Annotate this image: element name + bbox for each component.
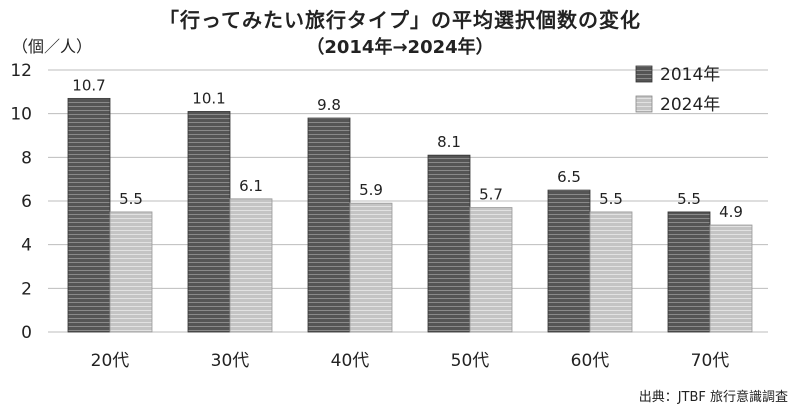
- bar: [109, 211, 153, 333]
- bar: [667, 211, 711, 333]
- x-tick-label: 70代: [691, 351, 730, 371]
- data-label: 6.5: [557, 168, 581, 186]
- y-axis: 0 2 4 6 8 10 12: [10, 61, 32, 343]
- legend-swatch-2014: [635, 65, 653, 83]
- legend-label-2024: 2024年: [660, 95, 720, 115]
- bar: [547, 189, 591, 333]
- legend: 2014年 2024年: [635, 65, 720, 115]
- data-label: 8.1: [437, 133, 461, 151]
- x-tick-label: 50代: [451, 351, 490, 371]
- y-tick-label: 10: [10, 105, 32, 125]
- data-label: 5.5: [677, 190, 701, 208]
- y-tick-label: 12: [10, 61, 32, 81]
- y-tick-label: 2: [21, 279, 32, 299]
- chart-title: 「行ってみたい旅行タイプ」の平均選択個数の変化: [159, 8, 641, 32]
- x-axis: 20代 30代 40代 50代 60代 70代: [91, 351, 730, 371]
- data-label: 5.9: [359, 181, 383, 199]
- y-tick-label: 6: [21, 192, 32, 212]
- chart-subtitle: （2014年→2024年）: [306, 37, 494, 58]
- legend-swatch-2024: [635, 95, 653, 113]
- x-tick-label: 30代: [211, 351, 250, 371]
- x-tick-label: 20代: [91, 351, 130, 371]
- bar: [427, 154, 471, 333]
- data-label: 10.1: [192, 89, 225, 107]
- y-tick-label: 8: [21, 148, 32, 168]
- bar: [229, 198, 273, 333]
- y-tick-label: 4: [21, 236, 32, 256]
- bars: [67, 97, 753, 333]
- bar: [187, 111, 231, 333]
- data-label: 5.7: [479, 186, 503, 204]
- data-labels: 10.7 5.5 10.1 6.1 9.8 5.9 8.1 5.7 6.5 5.5 5.5 4.9: [72, 76, 743, 221]
- legend-label-2014: 2014年: [660, 65, 720, 85]
- bar: [469, 207, 513, 333]
- data-label: 10.7: [72, 76, 105, 94]
- data-label: 5.5: [599, 190, 623, 208]
- data-label: 6.1: [239, 177, 263, 195]
- source-note: 出典：JTBF 旅行意識調査: [638, 390, 788, 405]
- bar: [307, 117, 351, 333]
- data-label: 9.8: [317, 96, 341, 114]
- bar: [67, 97, 111, 333]
- x-tick-label: 40代: [331, 351, 370, 371]
- bar: [709, 224, 753, 333]
- bar: [349, 202, 393, 333]
- data-label: 4.9: [719, 203, 743, 221]
- bar: [589, 211, 633, 333]
- x-tick-label: 60代: [571, 351, 610, 371]
- data-label: 5.5: [119, 190, 143, 208]
- y-tick-label: 0: [21, 323, 32, 343]
- y-axis-unit-label: （個／人）: [12, 37, 93, 56]
- gridlines: [48, 69, 768, 333]
